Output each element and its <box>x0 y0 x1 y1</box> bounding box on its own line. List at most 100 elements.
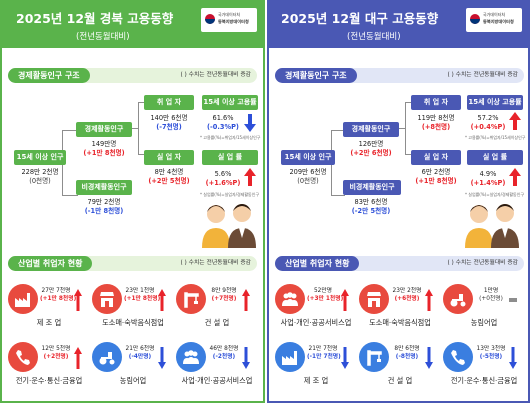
econ-inactive-value: 83만 6천명 (-2만 5천명) <box>351 198 391 215</box>
agency-logo: 국가데이터처 동북지방데이터청 <box>466 8 522 32</box>
section-title: 경제활동인구 구조 <box>8 68 90 83</box>
emblem-icon <box>205 14 215 24</box>
industry-label: 전기·운수·통신·금융업 <box>15 376 83 385</box>
industry-item: 21만 6천명 (-4만명) 농림어업 <box>92 342 174 388</box>
industry-label: 전기·운수·통신·금융업 <box>450 376 518 385</box>
emp-rate-box: 15세 이상 고용률 <box>467 95 523 110</box>
industry-item: 8만 6천명 (-8천명) 건 설 업 <box>359 342 441 388</box>
up-arrow-icon <box>509 168 521 186</box>
section-note: ( ) 수치는 전년동월대비 증감 <box>180 72 251 78</box>
employed-box: 취 업 자 <box>144 95 194 110</box>
industry-item: 23만 1천명 (+1만 8천명) 도소매·숙박음식점업 <box>92 284 174 330</box>
industry-value: 46만 8천명 (-2천명) <box>209 346 239 360</box>
tractor-icon <box>443 284 473 314</box>
pop15-value: 209만 6천명 (0천명) <box>289 168 327 185</box>
emblem-icon <box>470 14 480 24</box>
industry-label: 건 설 업 <box>204 318 230 327</box>
unemp-rate-box: 실 업 률 <box>467 150 523 165</box>
unemp-rate-value: 5.6% (+1.6%P) <box>205 170 241 187</box>
industry-label: 농림어업 <box>470 318 498 327</box>
pop15-box: 15세 이상 인구 <box>281 150 335 165</box>
industry-label: 사업·개인·공공서비스업 <box>181 376 253 385</box>
industry-label: 제 조 업 <box>303 376 329 385</box>
factory-icon <box>275 342 305 372</box>
agency-logo: 국가데이터처 동북지방데이터청 <box>201 8 257 32</box>
factory-icon <box>8 284 38 314</box>
unemployed-value: 8만 4천명 (+2만 5천명) <box>148 168 190 185</box>
section-title: 경제활동인구 구조 <box>275 68 357 83</box>
pop15-box: 15세 이상 인구 <box>14 150 66 165</box>
crane-icon <box>359 342 389 372</box>
shop-icon <box>92 284 122 314</box>
industry-value: 21만 6천명 (-4만명) <box>125 346 155 360</box>
emp-rate-value: 61.6% (-0.3%P) <box>207 114 239 131</box>
econ-inactive-value: 79만 2천명 (-1만 8천명) <box>84 198 124 215</box>
up-arrow-icon <box>341 289 349 311</box>
page-title: 2025년 12월 경북 고용동향 <box>16 11 174 26</box>
people-icon <box>275 284 305 314</box>
down-arrow-icon <box>341 347 349 369</box>
industry-section-header: 산업별 취업자 현황 ( ) 수치는 전년동월대비 증감 <box>8 256 257 271</box>
industry-label: 사업·개인·공공서비스업 <box>280 318 352 327</box>
unemployed-box: 실 업 자 <box>144 150 194 165</box>
employed-box: 취 업 자 <box>411 95 461 110</box>
section-title: 산업별 취업자 현황 <box>275 256 360 271</box>
up-arrow-icon <box>244 168 256 186</box>
characters-illustration <box>202 204 256 248</box>
industry-item: 52만명 (+3만 1천명) 사업·개인·공공서비스업 <box>275 284 357 330</box>
gyeongbuk-panel: 2025년 12월 경북 고용동향 (전년동월대비) 국가데이터처 동북지방데이… <box>0 0 265 403</box>
industry-item: 12만 5천명 (+2천명) 전기·운수·통신·금융업 <box>8 342 90 388</box>
industry-item: 21만 7천명 (-1만 7천명) 제 조 업 <box>275 342 357 388</box>
industry-label: 건 설 업 <box>387 376 413 385</box>
characters-illustration <box>465 204 519 248</box>
people-icon <box>176 342 206 372</box>
down-arrow-icon <box>242 347 250 369</box>
shop-icon <box>359 284 389 314</box>
industry-value: 12만 5천명 (+2천명) <box>41 346 71 360</box>
emp-rate-footnote: * 고용률(%)=취업자/15세이상인구 <box>465 135 526 140</box>
up-arrow-icon <box>74 347 82 369</box>
industry-value: 1만명 (+0천명) <box>479 288 503 302</box>
page-subtitle: (전년동월대비) <box>347 32 401 42</box>
unemployed-value: 6만 2천명 (+1만 8천명) <box>415 168 457 185</box>
pop15-value: 228만 2천명 (0천명) <box>21 168 59 185</box>
industry-label: 도소매·숙박음식점업 <box>369 318 431 327</box>
industry-item: 13만 3천명 (-5천명) 전기·운수·통신·금융업 <box>443 342 525 388</box>
up-arrow-icon <box>74 289 82 311</box>
econ-active-value: 126만명 (+2만 6천명) <box>350 140 392 157</box>
up-arrow-icon <box>242 289 250 311</box>
industry-value: 23만 2천명 (+6천명) <box>392 288 422 302</box>
up-arrow-icon <box>158 289 166 311</box>
emp-rate-footnote: * 고용률(%)=취업자/15세이상인구 <box>200 135 261 140</box>
industry-value: 8만 9천명 (+7천명) <box>211 288 237 302</box>
employed-value: 119만 8천명 (+8천명) <box>417 114 455 131</box>
employed-value: 140만 6천명 (-7천명) <box>150 114 188 131</box>
header-bar: 2025년 12월 경북 고용동향 (전년동월대비) 국가데이터처 동북지방데이… <box>2 2 263 48</box>
industry-value: 52만명 (+3만 1천명) <box>307 288 344 302</box>
down-arrow-icon <box>244 114 256 132</box>
econ-active-box: 경제활동인구 <box>343 122 399 137</box>
page-title: 2025년 12월 대구 고용동향 <box>281 11 439 26</box>
down-arrow-icon <box>158 347 166 369</box>
down-arrow-icon <box>425 347 433 369</box>
industry-item: 46만 8천명 (-2천명) 사업·개인·공공서비스업 <box>176 342 258 388</box>
unemp-rate-box: 실 업 률 <box>202 150 258 165</box>
up-arrow-icon <box>509 112 521 130</box>
emp-rate-value: 57.2% (+0.4%P) <box>470 114 506 131</box>
industry-label: 제 조 업 <box>36 318 62 327</box>
econ-active-value: 149만명 (+1만 8천명) <box>83 140 125 157</box>
tractor-icon <box>92 342 122 372</box>
industry-item: 1만명 (+0천명) 농림어업 <box>443 284 525 330</box>
structure-section-header: 경제활동인구 구조 ( ) 수치는 전년동월대비 증감 <box>275 68 524 83</box>
unemp-rate-footnote: * 실업률(%)=실업자/경제활동인구 <box>465 192 525 197</box>
section-note: ( ) 수치는 전년동월대비 증감 <box>180 260 251 266</box>
section-note: ( ) 수치는 전년동월대비 증감 <box>447 72 518 78</box>
econ-inactive-box: 비경제활동인구 <box>343 180 401 195</box>
industry-label: 농림어업 <box>119 376 147 385</box>
econ-active-box: 경제활동인구 <box>76 122 132 137</box>
unemp-rate-footnote: * 실업률(%)=실업자/경제활동인구 <box>200 192 260 197</box>
industry-item: 23만 2천명 (+6천명) 도소매·숙박음식점업 <box>359 284 441 330</box>
phone-icon <box>8 342 38 372</box>
section-note: ( ) 수치는 전년동월대비 증감 <box>447 260 518 266</box>
flat-dash-icon <box>509 289 517 311</box>
